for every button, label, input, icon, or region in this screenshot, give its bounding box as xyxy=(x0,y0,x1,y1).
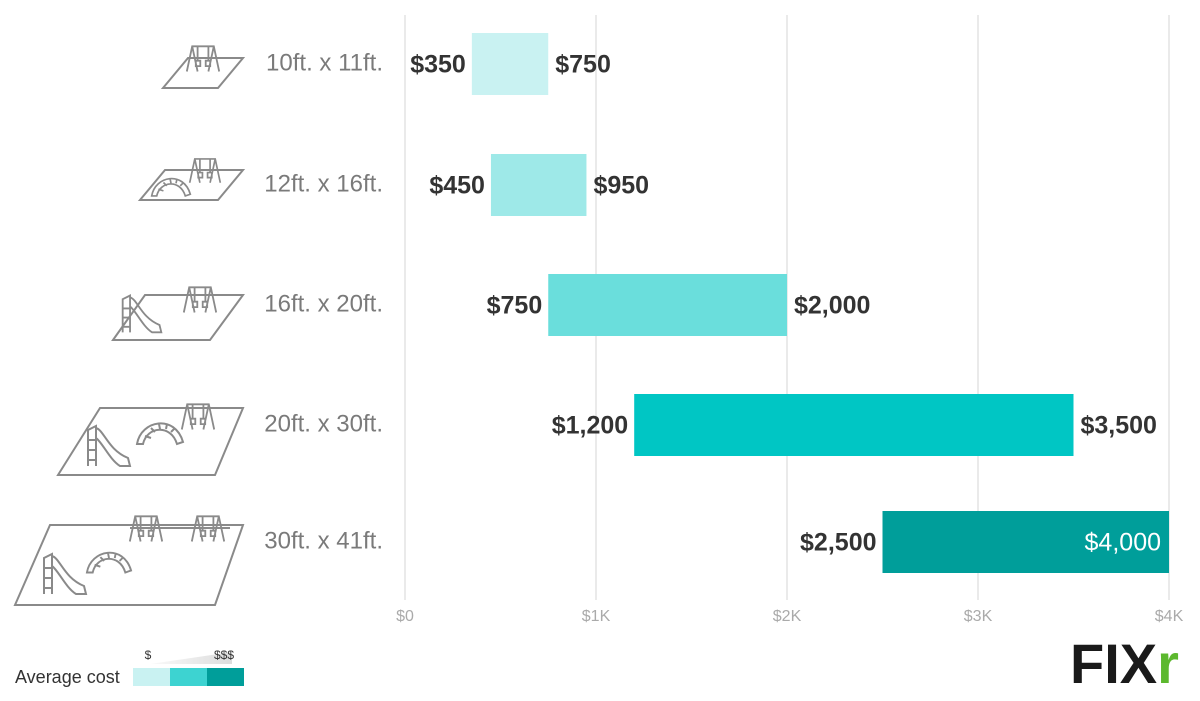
category-label: 20ft. x 30ft. xyxy=(264,410,383,437)
legend-wedge xyxy=(150,652,232,664)
x-tick-label: $3K xyxy=(964,608,993,625)
legend-high: $$$ xyxy=(214,648,234,662)
bar xyxy=(548,274,787,336)
row-icons xyxy=(13,45,246,606)
legend-swatch xyxy=(133,668,170,686)
bar xyxy=(471,33,549,95)
bar xyxy=(490,154,587,216)
legend-swatch xyxy=(207,668,244,686)
low-label: $2,500 xyxy=(800,529,876,557)
low-label: $350 xyxy=(410,51,466,79)
x-tick-label: $1K xyxy=(582,608,611,625)
high-label: $4,000 xyxy=(1085,529,1161,557)
category-label: 16ft. x 20ft. xyxy=(264,290,383,317)
low-label: $450 xyxy=(429,172,485,200)
category-label: 12ft. x 16ft. xyxy=(264,170,383,197)
high-label: $950 xyxy=(593,172,649,200)
logo-main: FIX xyxy=(1070,632,1157,695)
legend-swatch xyxy=(170,668,207,686)
x-tick-label: $4K xyxy=(1155,608,1184,625)
bar xyxy=(882,511,1169,573)
low-label: $1,200 xyxy=(552,412,628,440)
bar xyxy=(634,394,1074,456)
category-label: 10ft. x 11ft. xyxy=(266,49,383,76)
high-label: $3,500 xyxy=(1081,412,1157,440)
x-tick-label: $0 xyxy=(396,608,414,625)
high-label: $750 xyxy=(555,51,611,79)
legend-low: $ xyxy=(145,648,152,662)
low-label: $750 xyxy=(487,292,543,320)
legend-title: Average cost xyxy=(15,667,120,687)
category-label: 30ft. x 41ft. xyxy=(264,527,383,554)
high-label: $2,000 xyxy=(794,292,870,320)
x-tick-label: $2K xyxy=(773,608,802,625)
logo: FIXr xyxy=(1070,632,1179,695)
logo-accent: r xyxy=(1157,632,1179,695)
